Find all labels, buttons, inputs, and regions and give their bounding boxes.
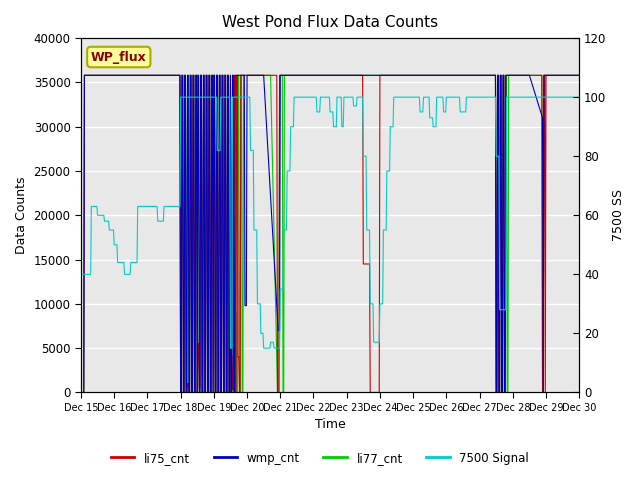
li77_cnt: [77, 390, 85, 396]
Line: li77_cnt: li77_cnt: [81, 75, 579, 393]
li75_cnt: [420, 72, 428, 78]
Y-axis label: 7500 SS: 7500 SS: [612, 189, 625, 241]
li77_cnt: [187, 72, 195, 78]
li75_cnt: [323, 72, 330, 78]
7500 Signal: [209, 94, 216, 100]
li77_cnt: [420, 72, 428, 78]
7500 Signal: [421, 94, 429, 100]
7500 Signal: [372, 339, 380, 345]
Line: 7500 Signal: 7500 Signal: [81, 97, 579, 348]
li75_cnt: [531, 72, 538, 78]
wmp_cnt: [531, 88, 538, 94]
li75_cnt: [371, 390, 379, 396]
li75_cnt: [77, 390, 85, 396]
li77_cnt: [209, 72, 216, 78]
li77_cnt: [531, 72, 538, 78]
li75_cnt: [187, 72, 195, 78]
7500 Signal: [323, 94, 331, 100]
7500 Signal: [187, 94, 195, 100]
7500 Signal: [531, 94, 539, 100]
Text: WP_flux: WP_flux: [91, 50, 147, 63]
7500 Signal: [77, 272, 85, 277]
wmp_cnt: [575, 72, 583, 78]
wmp_cnt: [77, 390, 85, 396]
li75_cnt: [575, 72, 583, 78]
7500 Signal: [227, 345, 234, 351]
wmp_cnt: [323, 72, 330, 78]
wmp_cnt: [420, 72, 428, 78]
li77_cnt: [371, 72, 379, 78]
X-axis label: Time: Time: [315, 419, 346, 432]
li75_cnt: [81, 72, 88, 78]
li77_cnt: [81, 72, 88, 78]
li75_cnt: [209, 72, 216, 78]
Line: wmp_cnt: wmp_cnt: [81, 75, 579, 393]
Title: West Pond Flux Data Counts: West Pond Flux Data Counts: [222, 15, 438, 30]
Y-axis label: Data Counts: Data Counts: [15, 177, 28, 254]
wmp_cnt: [209, 72, 216, 78]
li77_cnt: [575, 72, 583, 78]
7500 Signal: [177, 94, 184, 100]
wmp_cnt: [371, 72, 379, 78]
Line: li75_cnt: li75_cnt: [81, 75, 579, 393]
Legend: li75_cnt, wmp_cnt, li77_cnt, 7500 Signal: li75_cnt, wmp_cnt, li77_cnt, 7500 Signal: [106, 447, 534, 469]
7500 Signal: [575, 94, 583, 100]
wmp_cnt: [187, 72, 195, 78]
wmp_cnt: [81, 72, 88, 78]
li77_cnt: [323, 72, 330, 78]
